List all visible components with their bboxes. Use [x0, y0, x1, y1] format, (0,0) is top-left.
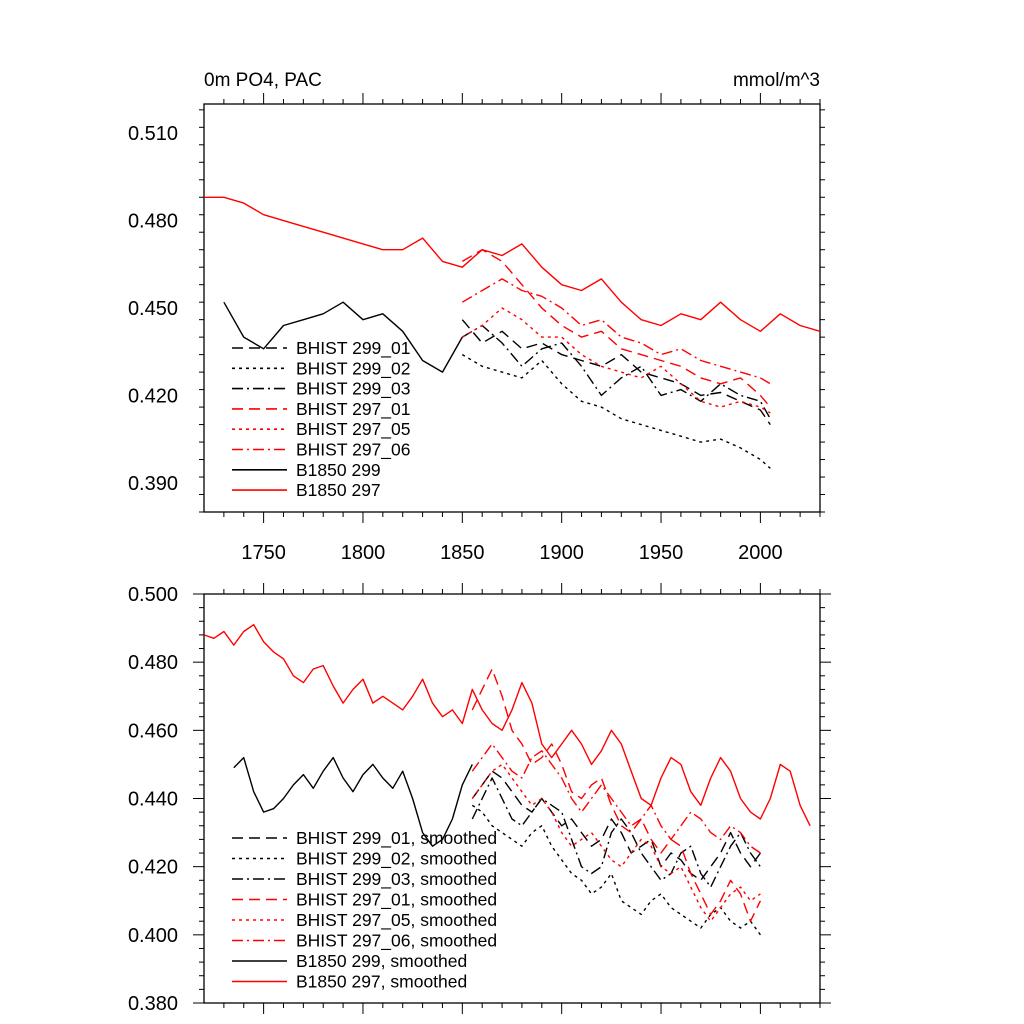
- y-tick-label: 0.390: [128, 473, 178, 495]
- legend-label: BHIST 299_03: [296, 379, 410, 400]
- x-tick-label: 1850: [440, 542, 485, 564]
- legend-label: BHIST 297_01, smoothed: [296, 890, 497, 911]
- series-line-6: [223, 301, 463, 373]
- legend-label: BHIST 299_01: [296, 338, 410, 359]
- y-tick-label: 0.510: [128, 123, 178, 145]
- series-line-5: [471, 743, 761, 854]
- x-tick-label: 2000: [738, 542, 783, 564]
- top-panel-units: mmol/m^3: [733, 70, 820, 91]
- series-line-3: [461, 248, 771, 408]
- plot-frame: [203, 103, 821, 513]
- y-tick-label: 0.500: [128, 584, 178, 606]
- y-tick-label: 0.480: [128, 652, 178, 674]
- series-line-7: [203, 624, 811, 827]
- y-tick-label: 0.380: [128, 993, 178, 1015]
- legend-label: BHIST 299_03, smoothed: [296, 869, 497, 890]
- series-line-7: [204, 196, 821, 332]
- legend-label: BHIST 299_01, smoothed: [296, 828, 497, 849]
- top-panel-title: 0m PO4, PAC: [204, 70, 322, 91]
- legend-label: B1850 299: [296, 460, 381, 480]
- x-tick-label: 1800: [341, 542, 386, 564]
- series-line-3: [471, 668, 762, 922]
- series-line-0: [461, 319, 771, 425]
- y-tick-label: 0.480: [128, 211, 178, 233]
- series-line-1: [471, 804, 761, 936]
- y-tick-label: 0.400: [128, 925, 178, 947]
- legend-label: BHIST 299_02: [296, 358, 410, 379]
- series-line-5: [461, 278, 771, 385]
- legend-label: BHIST 297_06, smoothed: [296, 931, 497, 952]
- series-line-6: [233, 756, 473, 847]
- y-tick-label: 0.420: [128, 385, 178, 407]
- legend-label: B1850 297, smoothed: [296, 972, 467, 992]
- series-line-4: [461, 307, 771, 414]
- series-line-4: [471, 763, 761, 922]
- y-tick-label: 0.460: [128, 720, 178, 742]
- y-tick-label: 0.420: [128, 857, 178, 879]
- legend-label: B1850 297: [296, 480, 381, 500]
- series-line-2: [471, 777, 761, 888]
- x-tick-label: 1950: [639, 542, 684, 564]
- y-tick-label: 0.440: [128, 789, 178, 811]
- x-tick-label: 1900: [539, 542, 584, 564]
- top-panel: 0m PO4, PAC mmol/m^3 1750 1800 1850 1900 195…: [128, 70, 825, 564]
- series-line-2: [461, 324, 771, 420]
- legend-label: BHIST 297_01: [296, 399, 410, 420]
- bottom-panel: 0.380 0.400 0.420 0.440 0.460 0.480 0.500 BHIST…: [128, 583, 831, 1015]
- legend-label: BHIST 299_02, smoothed: [296, 849, 497, 870]
- y-tick-label: 0.450: [128, 298, 178, 320]
- legend-label: BHIST 297_05, smoothed: [296, 910, 497, 931]
- legend-label: B1850 299, smoothed: [296, 951, 467, 971]
- series-line-1: [461, 353, 771, 469]
- legend-label: BHIST 297_05: [296, 419, 410, 440]
- x-tick-label: 1750: [241, 542, 286, 564]
- legend-label: BHIST 297_06: [296, 440, 410, 461]
- series-line-0: [471, 770, 761, 881]
